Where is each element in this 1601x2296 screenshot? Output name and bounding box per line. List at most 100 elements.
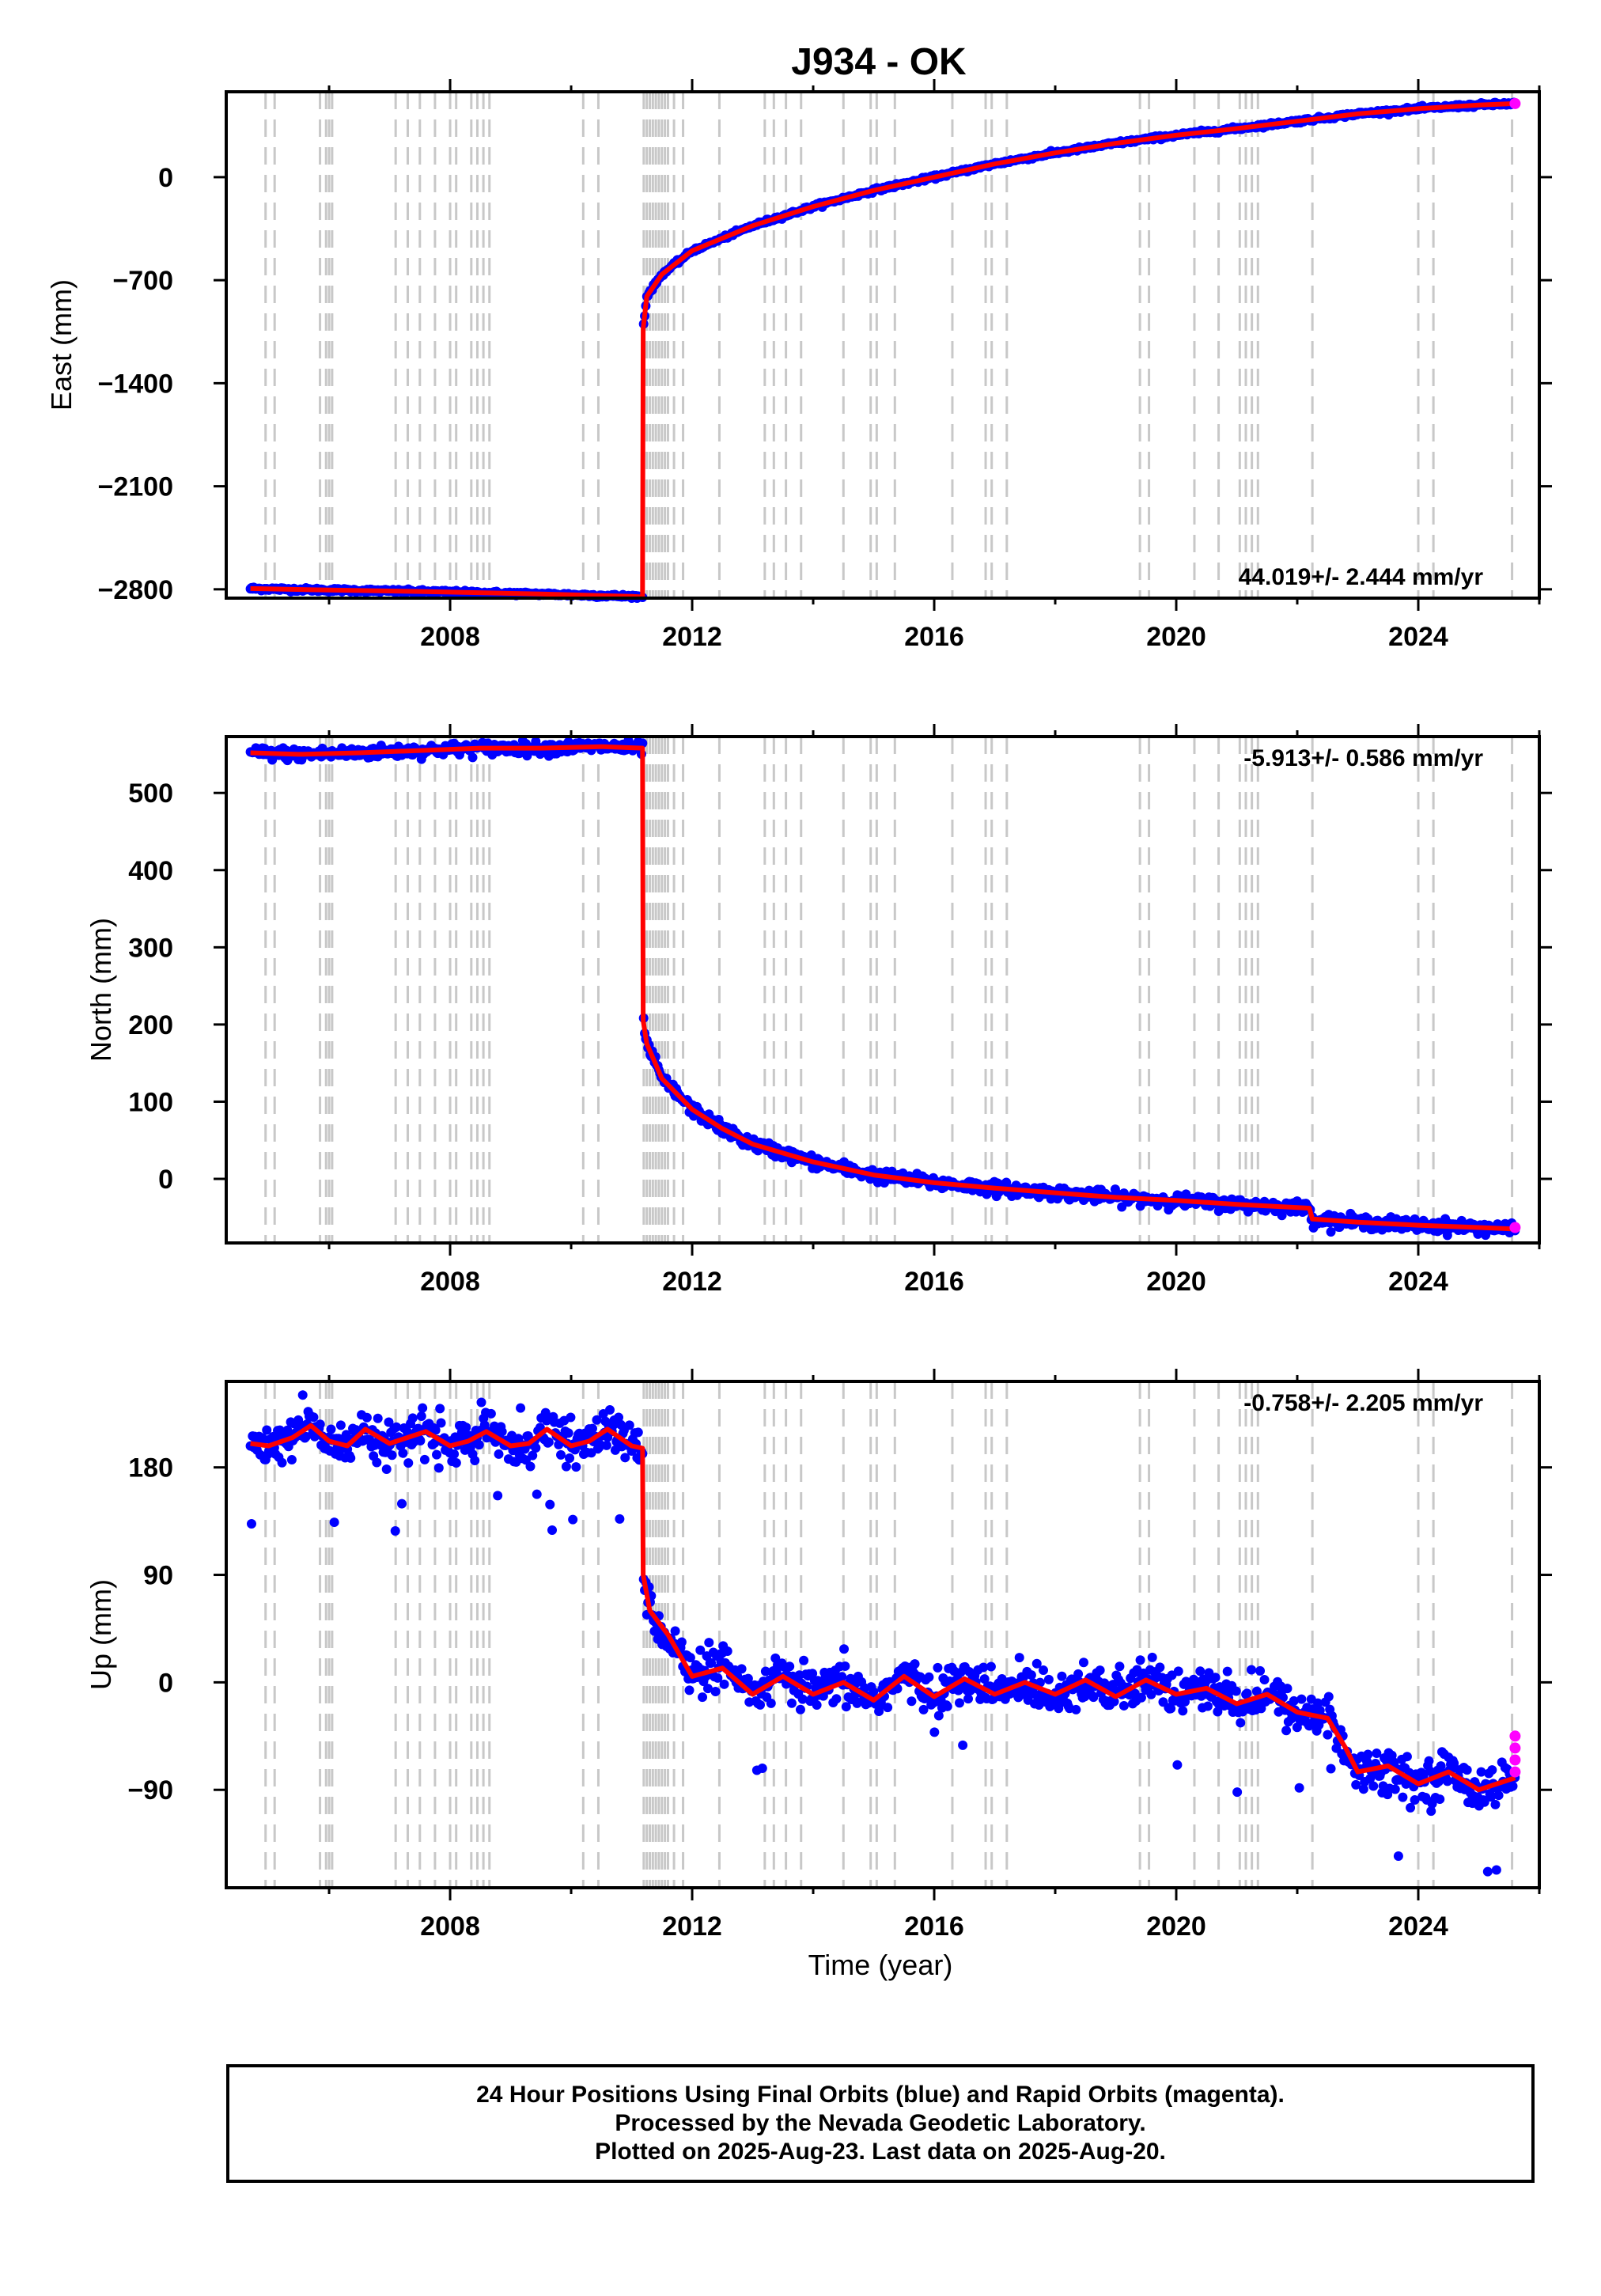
data-point <box>719 1679 729 1689</box>
data-point <box>958 1740 968 1750</box>
data-point <box>831 1694 842 1704</box>
y-tick-label: 400 <box>128 856 173 886</box>
data-point <box>1323 1730 1333 1740</box>
north-panel: 2008 2012 2016 2020 2024 500 400 300 200 100 0 Nort… <box>85 724 1552 1297</box>
data-point <box>1095 1665 1105 1676</box>
data-point <box>326 1424 336 1434</box>
data-point <box>1014 1653 1024 1663</box>
data-point <box>467 752 478 763</box>
data-point <box>986 1661 996 1672</box>
plot-frame <box>225 90 1541 600</box>
data-point <box>525 1461 536 1472</box>
x-tick-label: 2020 <box>1146 1267 1206 1297</box>
data-point <box>1210 1673 1221 1683</box>
data-point <box>286 1455 297 1465</box>
rapid-orbit-point <box>1509 1754 1521 1766</box>
data-point <box>563 1428 573 1438</box>
data-point <box>614 1412 624 1423</box>
data-point <box>1135 1655 1145 1665</box>
rate-annotation: 44.019+/- 2.444 mm/yr <box>1239 564 1484 590</box>
event-lines <box>264 1381 1514 1888</box>
data-point <box>407 1413 418 1423</box>
data-point <box>795 1704 805 1714</box>
data-point <box>1147 1652 1157 1662</box>
data-point <box>924 1672 934 1682</box>
data-point <box>1282 1684 1293 1694</box>
data-point <box>841 1702 851 1712</box>
data-point <box>840 1661 850 1671</box>
data-point <box>556 1449 566 1460</box>
rate-annotation: -0.758+/- 2.205 mm/yr <box>1243 1390 1483 1416</box>
data-point <box>1242 1688 1252 1699</box>
x-tick-label: 2020 <box>1146 622 1206 652</box>
data-point <box>1236 1718 1246 1728</box>
x-tick-label: 2012 <box>662 622 722 652</box>
data-point <box>416 1411 426 1422</box>
data-point <box>743 1673 753 1684</box>
data-point <box>470 1456 480 1466</box>
data-point <box>1479 1797 1489 1807</box>
data-point <box>1435 1794 1445 1805</box>
up-panel: 2008 2012 2016 2020 2024 180 90 0 −90 Up (mm) -0.7… <box>85 1369 1552 1942</box>
data-point <box>543 1437 554 1447</box>
data-point <box>676 1637 687 1647</box>
data-point <box>883 1703 893 1713</box>
final-orbit-points <box>245 735 1520 1241</box>
data-point <box>1482 1866 1493 1877</box>
data-point <box>449 1449 460 1459</box>
x-tick-label: 2008 <box>420 1267 480 1297</box>
data-point <box>942 1701 952 1711</box>
data-point <box>1178 1706 1188 1716</box>
y-tick-label: 100 <box>128 1087 173 1117</box>
data-point <box>430 1425 441 1435</box>
y-tick-label: 0 <box>158 163 173 193</box>
data-point <box>1462 1765 1472 1775</box>
data-point <box>1172 1760 1183 1770</box>
data-point <box>516 1403 526 1413</box>
data-point <box>373 1413 383 1423</box>
y-tick-label: 180 <box>128 1453 173 1483</box>
footer-line-3: Plotted on 2025-Aug-23. Last data on 202… <box>595 2139 1166 2165</box>
data-point <box>1491 1865 1501 1875</box>
data-point <box>1424 1756 1434 1766</box>
model-fit-line <box>250 100 1516 600</box>
data-point <box>1232 1787 1243 1798</box>
data-point <box>315 1419 325 1430</box>
y-tick-label: −90 <box>127 1775 173 1805</box>
data-point <box>766 1698 776 1708</box>
data-point <box>624 1420 634 1430</box>
east-panel: 2008 2012 2016 2020 2024 0 −700 −1400 −2100 −2800… <box>45 79 1552 652</box>
data-point <box>1202 1701 1213 1711</box>
data-point <box>633 1427 643 1438</box>
data-point <box>1136 1692 1146 1703</box>
data-point <box>1398 1792 1408 1802</box>
footer-line-2: Processed by the Nevada Geodetic Laborat… <box>615 2110 1146 2136</box>
rapid-orbit-point <box>1509 1742 1521 1754</box>
data-point <box>1155 1662 1165 1673</box>
data-point <box>246 1519 256 1529</box>
data-point <box>1057 1671 1067 1681</box>
rate-annotation: -5.913+/- 0.586 mm/yr <box>1243 745 1483 771</box>
data-point <box>797 1694 808 1704</box>
footer-box: 24 Hour Positions Using Final Orbits (bl… <box>226 2064 1535 2183</box>
data-point <box>547 1525 558 1535</box>
data-point <box>545 1499 555 1510</box>
data-point <box>592 1415 602 1425</box>
model-fit-line <box>250 1423 1516 1793</box>
data-point <box>1173 1666 1183 1677</box>
data-point <box>604 1404 615 1415</box>
y-axis-title: Up (mm) <box>85 1579 117 1690</box>
data-point <box>1449 1758 1459 1768</box>
final-orbit-points <box>245 1390 1520 1877</box>
data-point <box>1078 1658 1088 1668</box>
data-point <box>1390 1784 1400 1794</box>
rapid-orbit-point <box>1509 97 1521 109</box>
data-point <box>695 1645 706 1655</box>
data-point <box>1043 1674 1054 1684</box>
x-tick-label: 2012 <box>662 1911 722 1942</box>
data-point <box>906 1696 917 1707</box>
data-point <box>1326 1764 1336 1774</box>
data-point <box>568 1514 578 1525</box>
data-point <box>638 738 648 748</box>
data-point <box>433 1463 444 1473</box>
